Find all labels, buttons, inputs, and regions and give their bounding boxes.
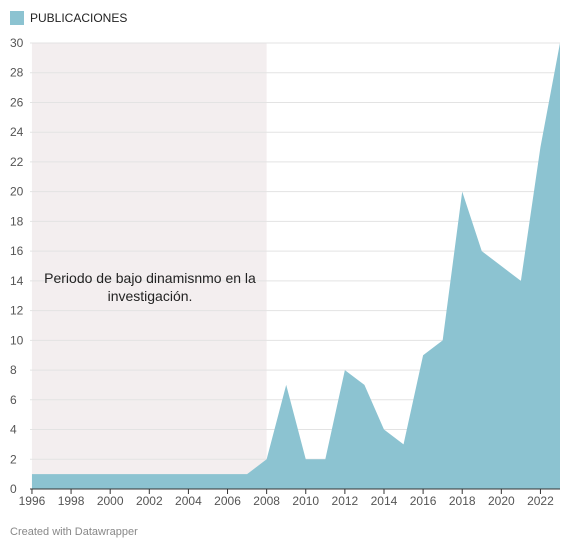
annotation-text: investigación.: [108, 288, 193, 304]
legend: PUBLICACIONES: [10, 11, 127, 25]
y-tick-label: 24: [10, 125, 24, 139]
x-tick-label: 1998: [58, 494, 85, 508]
y-tick-label: 10: [10, 333, 24, 347]
y-tick-label: 26: [10, 95, 24, 109]
legend-label: PUBLICACIONES: [30, 11, 128, 25]
y-tick-label: 14: [10, 274, 24, 288]
y-tick-label: 12: [10, 304, 24, 318]
x-tick-label: 2006: [214, 494, 241, 508]
x-tick-label: 2008: [253, 494, 280, 508]
annotation-text: Periodo de bajo dinamisnmo en la: [44, 270, 256, 286]
x-tick-label: 2010: [292, 494, 319, 508]
x-tick-label: 2014: [371, 494, 398, 508]
y-tick-label: 16: [10, 244, 24, 258]
x-tick-label: 2002: [136, 494, 163, 508]
x-tick-label: 1996: [19, 494, 46, 508]
x-tick-label: 2012: [332, 494, 359, 508]
y-tick-label: 8: [10, 363, 17, 377]
x-tick-label: 2016: [410, 494, 437, 508]
y-tick-label: 4: [10, 423, 17, 437]
x-tick-label: 2018: [449, 494, 476, 508]
y-tick-label: 6: [10, 393, 17, 407]
x-tick-label: 2004: [175, 494, 202, 508]
x-tick-label: 2000: [97, 494, 124, 508]
legend-swatch: [10, 11, 24, 25]
x-tick-label: 2022: [527, 494, 554, 508]
x-tick-label: 2020: [488, 494, 515, 508]
area-series: [31, 43, 561, 489]
footer-credit: Created with Datawrapper: [10, 526, 138, 538]
y-tick-label: 20: [10, 185, 24, 199]
y-tick-label: 30: [10, 36, 24, 50]
y-tick-label: 18: [10, 214, 24, 228]
y-tick-label: 0: [10, 482, 17, 496]
shaded-region: [31, 43, 267, 489]
y-tick-label: 2: [10, 452, 17, 466]
y-tick-label: 22: [10, 155, 24, 169]
y-tick-label: 28: [10, 66, 24, 80]
